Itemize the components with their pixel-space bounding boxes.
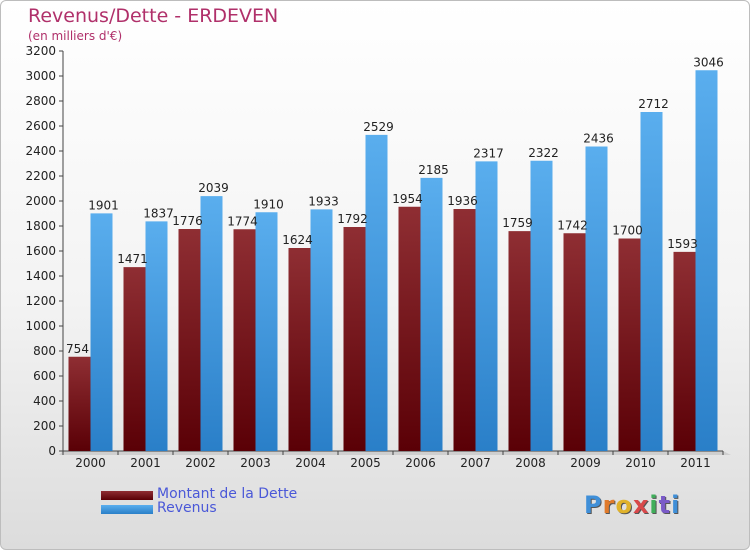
bar-debt xyxy=(233,229,256,451)
data-label-revenue: 1910 xyxy=(253,197,284,211)
data-label-debt: 1759 xyxy=(502,216,533,230)
bar-debt xyxy=(398,206,421,451)
y-tick-label: 800 xyxy=(33,344,56,358)
x-tick-label: 2011 xyxy=(680,456,711,470)
bar-debt xyxy=(288,248,311,451)
bar-revenue xyxy=(475,161,498,451)
y-tick-label: 3000 xyxy=(25,69,56,83)
legend-swatch-revenue xyxy=(101,505,153,514)
data-label-debt: 1776 xyxy=(172,214,203,228)
data-label-debt: 754 xyxy=(66,342,89,356)
legend-label-revenue: Revenus xyxy=(157,500,217,516)
logo-letter: o xyxy=(615,491,633,519)
bar-debt xyxy=(508,231,531,451)
bar-debt xyxy=(178,229,201,451)
x-tick-label: 2002 xyxy=(185,456,216,470)
data-label-debt: 1471 xyxy=(117,252,148,266)
logo-letter: P xyxy=(584,491,603,519)
bar-revenue xyxy=(365,134,388,451)
x-tick-label: 2006 xyxy=(405,456,436,470)
y-tick-label: 1400 xyxy=(25,269,56,283)
x-tick-label: 2007 xyxy=(460,456,491,470)
logo-letter: x xyxy=(632,491,650,519)
y-tick-label: 1000 xyxy=(25,319,56,333)
data-label-debt: 1700 xyxy=(612,224,643,238)
x-tick-label: 2003 xyxy=(240,456,271,470)
logo-letter: i xyxy=(649,491,659,519)
bar-revenue xyxy=(530,160,553,451)
data-label-revenue: 2322 xyxy=(528,146,559,160)
x-tick-label: 2009 xyxy=(570,456,601,470)
data-label-debt: 1593 xyxy=(667,237,698,251)
bar-revenue xyxy=(310,209,333,451)
y-tick-label: 3200 xyxy=(25,44,56,58)
logo-letter: r xyxy=(602,491,616,519)
bar-revenue xyxy=(200,196,223,451)
chart-floor xyxy=(59,451,731,455)
y-tick-label: 2200 xyxy=(25,169,56,183)
data-label-debt: 1774 xyxy=(227,214,258,228)
bar-revenue xyxy=(255,212,278,451)
bar-debt xyxy=(673,251,696,451)
data-label-debt: 1936 xyxy=(447,194,478,208)
bar-revenue xyxy=(695,70,718,451)
legend-label-debt: Montant de la Dette xyxy=(157,486,298,502)
y-tick-label: 0 xyxy=(48,444,56,458)
bar-debt xyxy=(453,209,476,451)
y-tick-label: 2400 xyxy=(25,144,56,158)
logo-letter: t xyxy=(658,491,672,519)
y-tick-label: 600 xyxy=(33,369,56,383)
x-tick-label: 2004 xyxy=(295,456,326,470)
bar-debt xyxy=(123,267,146,451)
bar-revenue xyxy=(90,213,113,451)
data-label-revenue: 2039 xyxy=(198,181,229,195)
x-tick-label: 2005 xyxy=(350,456,381,470)
data-label-revenue: 2712 xyxy=(638,97,669,111)
data-label-revenue: 1901 xyxy=(88,198,119,212)
bar-revenue xyxy=(145,221,168,451)
data-label-revenue: 2436 xyxy=(583,132,614,146)
y-tick-label: 2800 xyxy=(25,94,56,108)
x-tick-label: 2001 xyxy=(130,456,161,470)
y-tick-label: 2000 xyxy=(25,194,56,208)
bar-revenue xyxy=(585,146,608,451)
bar-debt xyxy=(618,238,641,451)
y-tick-label: 200 xyxy=(33,419,56,433)
data-label-revenue: 1837 xyxy=(143,206,174,220)
logo-letter: i xyxy=(671,491,681,519)
y-tick-label: 1200 xyxy=(25,294,56,308)
bar-revenue xyxy=(420,177,443,451)
x-tick-label: 2008 xyxy=(515,456,546,470)
data-label-revenue: 2185 xyxy=(418,163,449,177)
data-label-revenue: 1933 xyxy=(308,194,339,208)
data-label-debt: 1624 xyxy=(282,233,313,247)
y-tick-label: 2600 xyxy=(25,119,56,133)
chart-title: Revenus/Dette - ERDEVEN xyxy=(28,5,279,27)
x-tick-label: 2000 xyxy=(75,456,106,470)
bar-debt xyxy=(343,227,366,451)
data-label-debt: 1954 xyxy=(392,192,423,206)
data-label-revenue: 2317 xyxy=(473,146,504,160)
data-label-revenue: 2529 xyxy=(363,120,394,134)
bar-debt xyxy=(68,356,91,451)
bar-revenue xyxy=(640,112,663,451)
bar-debt xyxy=(563,233,586,451)
data-label-debt: 1742 xyxy=(557,218,588,232)
legend-swatch-debt xyxy=(101,491,153,500)
data-label-revenue: 3046 xyxy=(693,55,724,69)
data-label-debt: 1792 xyxy=(337,212,368,226)
y-tick-label: 1800 xyxy=(25,219,56,233)
proxiti-logo: Proxiti xyxy=(584,491,680,519)
x-tick-label: 2010 xyxy=(625,456,656,470)
y-tick-label: 400 xyxy=(33,394,56,408)
chart-subtitle: (en milliers d'€) xyxy=(28,29,123,43)
y-tick-label: 1600 xyxy=(25,244,56,258)
